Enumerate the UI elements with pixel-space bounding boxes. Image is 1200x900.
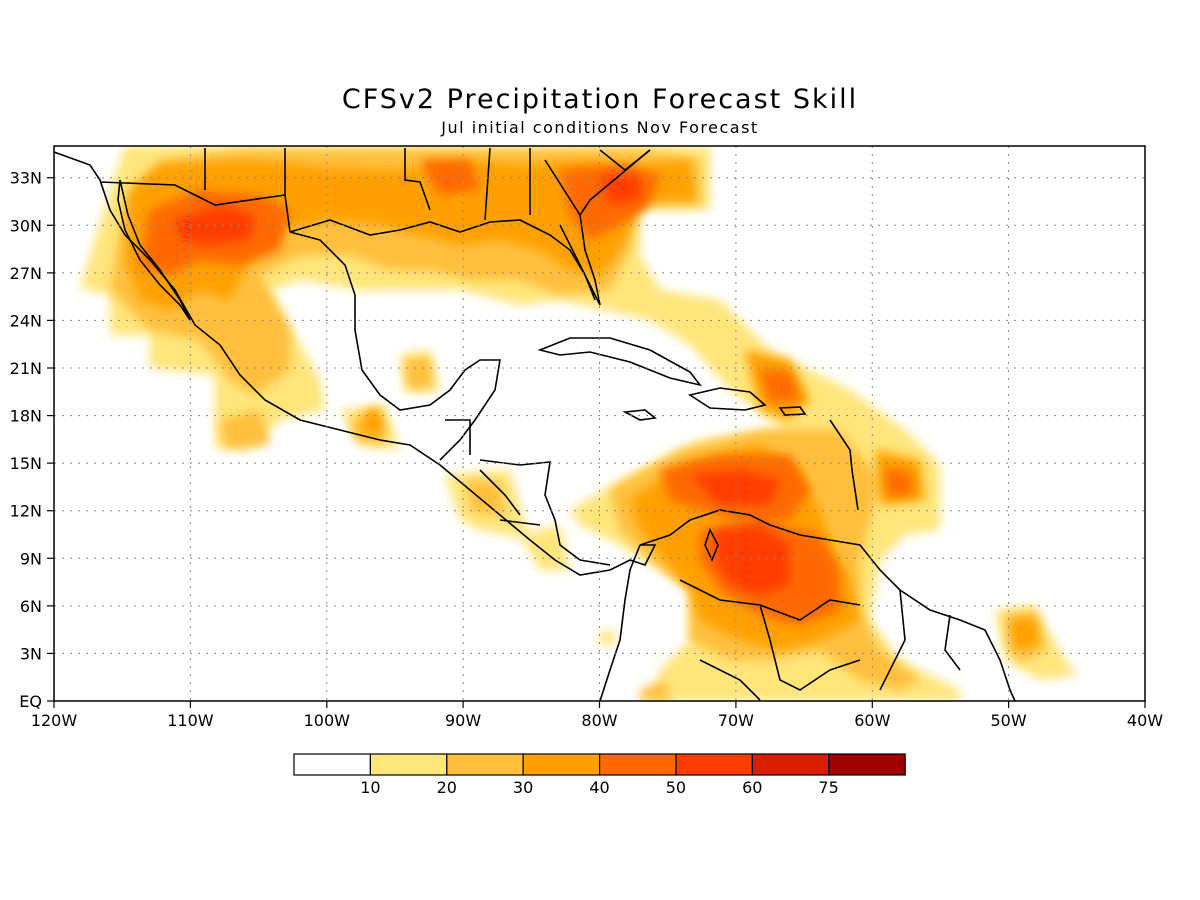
lat-tick-labels: EQ 3N 6N 9N 12N 15N 18N 21N 24N 27N 30N … [10, 169, 42, 711]
legend-label: 20 [437, 778, 457, 797]
legend-label: 10 [360, 778, 380, 797]
lon-tick-label: 60W [854, 711, 890, 730]
map-subtitle: Jul initial conditions Nov Forecast [441, 118, 759, 137]
lat-tick-label: 15N [10, 454, 42, 473]
lat-tick-label: EQ [19, 692, 42, 711]
color-legend [293, 753, 906, 776]
legend-label: 60 [742, 778, 762, 797]
lon-tick-label: 120W [31, 711, 78, 730]
map-title: CFSv2 Precipitation Forecast Skill [341, 84, 859, 115]
lat-tick-label: 30N [10, 216, 42, 235]
legend-color-box [522, 753, 601, 776]
legend-label: 30 [513, 778, 533, 797]
lat-tick-label: 21N [10, 359, 42, 378]
lat-tick-label: 33N [10, 169, 42, 188]
legend-color-box [828, 753, 906, 776]
legend-color-box [446, 753, 524, 776]
legend-color-box [675, 753, 754, 776]
lon-tick-label: 90W [445, 711, 481, 730]
legend-color-box [751, 753, 830, 776]
axis-ticks [47, 177, 1146, 708]
lat-tick-label: 12N [10, 502, 42, 521]
lat-tick-label: 6N [20, 597, 42, 616]
lon-tick-label: 80W [581, 711, 617, 730]
lat-tick-label: 18N [10, 407, 42, 426]
legend-label: 40 [589, 778, 609, 797]
lon-tick-label: 100W [304, 711, 351, 730]
lat-tick-label: 9N [20, 549, 42, 568]
legend-color-box [369, 753, 448, 776]
lon-tick-label: 40W [1127, 711, 1163, 730]
lon-tick-labels: 120W 110W 100W 90W 80W 70W 60W 50W 40W [31, 711, 1163, 730]
lon-tick-label: 50W [991, 711, 1027, 730]
lon-tick-label: 70W [718, 711, 754, 730]
lat-tick-label: 24N [10, 311, 42, 330]
lon-tick-label: 110W [167, 711, 214, 730]
lat-tick-label: 27N [10, 264, 42, 283]
legend-color-box [293, 753, 372, 776]
gridlines [54, 146, 1145, 701]
legend-label: 50 [666, 778, 686, 797]
legend-label: 75 [818, 778, 838, 797]
legend-color-box [598, 753, 677, 776]
coastlines [54, 147, 1016, 701]
lat-tick-label: 3N [20, 644, 42, 663]
legend-labels: 10 20 30 40 50 60 75 [360, 778, 839, 797]
